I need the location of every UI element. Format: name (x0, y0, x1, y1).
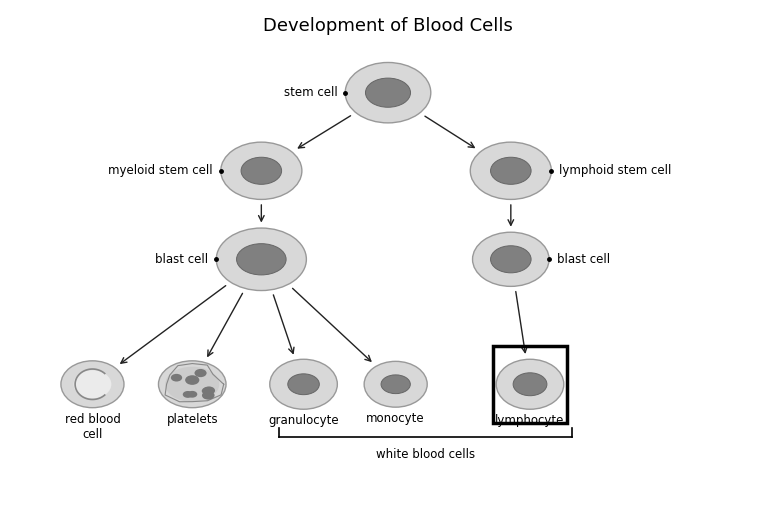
Text: red blood
cell: red blood cell (64, 413, 120, 441)
Ellipse shape (513, 373, 547, 396)
Ellipse shape (365, 78, 411, 107)
Ellipse shape (470, 142, 552, 199)
Text: lymphoid stem cell: lymphoid stem cell (559, 165, 671, 177)
Ellipse shape (217, 228, 307, 290)
Text: myeloid stem cell: myeloid stem cell (109, 165, 213, 177)
Text: blast cell: blast cell (557, 253, 610, 266)
Text: blast cell: blast cell (155, 253, 209, 266)
Ellipse shape (241, 157, 282, 184)
Text: Development of Blood Cells: Development of Blood Cells (263, 17, 513, 35)
Ellipse shape (288, 374, 319, 395)
Text: platelets: platelets (166, 413, 218, 426)
Ellipse shape (345, 62, 431, 123)
Circle shape (202, 391, 215, 400)
Circle shape (185, 375, 199, 385)
Text: granulocyte: granulocyte (268, 414, 339, 427)
Text: monocyte: monocyte (366, 413, 425, 425)
Ellipse shape (381, 375, 411, 394)
Ellipse shape (165, 367, 220, 402)
Ellipse shape (364, 361, 428, 407)
Circle shape (187, 391, 197, 398)
Ellipse shape (221, 142, 302, 199)
Ellipse shape (74, 370, 112, 398)
Circle shape (203, 386, 215, 395)
Ellipse shape (490, 157, 531, 184)
Circle shape (182, 391, 193, 398)
Ellipse shape (237, 244, 286, 275)
Text: lymphocyte: lymphocyte (495, 414, 565, 427)
Bar (494, 346, 566, 423)
Ellipse shape (158, 361, 226, 408)
Ellipse shape (496, 359, 564, 409)
Ellipse shape (473, 232, 549, 286)
Circle shape (195, 369, 206, 377)
Text: white blood cells: white blood cells (376, 448, 475, 461)
Ellipse shape (490, 246, 531, 273)
Circle shape (202, 387, 213, 395)
Ellipse shape (270, 359, 338, 409)
Ellipse shape (61, 361, 124, 408)
Text: stem cell: stem cell (284, 86, 338, 99)
Circle shape (171, 374, 182, 381)
